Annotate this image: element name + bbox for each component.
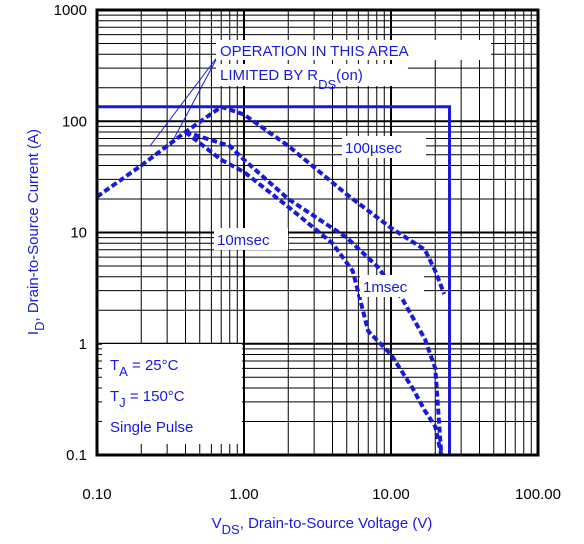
label-10ms: 10msec <box>217 232 270 249</box>
rds-annotation-line1: OPERATION IN THIS AREA <box>220 43 409 60</box>
limit-line <box>97 105 451 455</box>
soa-series-2 <box>184 130 444 456</box>
x-tick-label: 100.00 <box>515 486 561 503</box>
x-tick-label: 0.10 <box>82 486 111 503</box>
y-axis-title: ID, Drain-to-Source Current (A) <box>25 129 47 335</box>
label-bg <box>342 136 426 158</box>
series-layer <box>95 104 447 456</box>
y-tick-label: 10 <box>70 225 87 242</box>
annotation-bg <box>216 40 491 60</box>
rds-annotation-line2: LIMITED BY RDS(on) <box>220 67 363 92</box>
conditions-bg <box>102 344 242 444</box>
tick-labels: 0.10 1.00 10.00 100.00 0.1 1 10 100 1000 <box>54 2 561 503</box>
plot-frame <box>95 8 540 457</box>
y-tick-label: 1 <box>79 336 87 353</box>
x-axis-title: VDS, Drain-to-Source Voltage (V) <box>212 515 433 537</box>
soa-series-3 <box>184 130 444 456</box>
y-tick-label: 100 <box>62 113 87 130</box>
x-tick-label: 1.00 <box>229 486 258 503</box>
annotation-leader-line <box>169 55 219 147</box>
label-100us: 100µsec <box>345 140 403 157</box>
annotation-bg <box>216 64 408 86</box>
x-tick-label: 10.00 <box>372 486 410 503</box>
label-bg <box>360 275 424 297</box>
single-pulse-condition: Single Pulse <box>110 419 193 436</box>
ta-condition: TA = 25°C <box>110 357 179 379</box>
label-bg <box>214 228 288 250</box>
limit-box <box>97 105 451 455</box>
soa-series-1 <box>95 104 447 295</box>
label-1ms: 1msec <box>363 279 408 296</box>
y-tick-label: 1000 <box>54 2 87 19</box>
tj-condition: TJ = 150°C <box>110 388 185 410</box>
y-tick-label: 0.1 <box>66 447 87 464</box>
annotation-leader-line <box>149 55 219 147</box>
